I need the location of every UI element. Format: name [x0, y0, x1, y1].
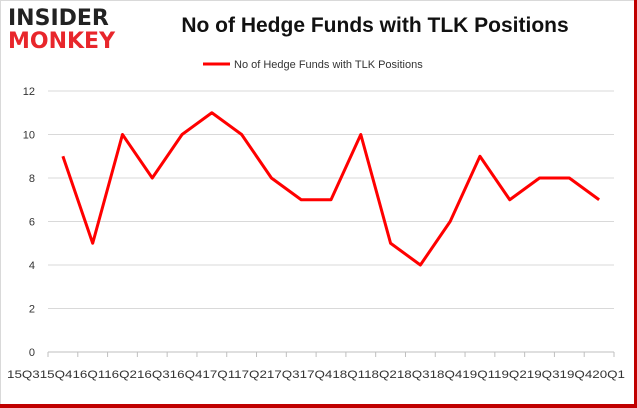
series-line-0: [61, 111, 600, 267]
right-accent-bar: [634, 0, 637, 408]
legend: No of Hedge Funds with TLK Positions: [203, 59, 423, 71]
bottom-accent-bar: [0, 404, 637, 408]
x-tick-labels: 15Q315Q416Q116Q216Q316Q417Q117Q217Q317Q4…: [7, 369, 625, 381]
x-axis: 15Q315Q416Q116Q216Q316Q417Q117Q217Q317Q4…: [7, 352, 625, 381]
grid-lines: [48, 90, 614, 353]
y-tick-label: 8: [29, 173, 35, 185]
y-tick-label: 10: [23, 130, 35, 142]
y-tick-label: 2: [29, 304, 35, 316]
chart-title: No of Hedge Funds with TLK Positions: [181, 14, 569, 37]
y-tick-label: 6: [29, 217, 35, 229]
logo-line-2: MONKEY: [8, 29, 116, 54]
y-tick-label: 4: [29, 260, 35, 272]
legend-label: No of Hedge Funds with TLK Positions: [234, 59, 423, 71]
logo-line-1: INSIDER: [8, 6, 109, 31]
y-tick-label: 0: [29, 347, 35, 359]
series-lines: [61, 111, 600, 267]
y-tick-label: 12: [23, 86, 35, 98]
y-axis-ticks: 0 2 4 6 8 10 12: [23, 86, 35, 359]
insider-monkey-logo: INSIDER MONKEY: [8, 6, 120, 56]
